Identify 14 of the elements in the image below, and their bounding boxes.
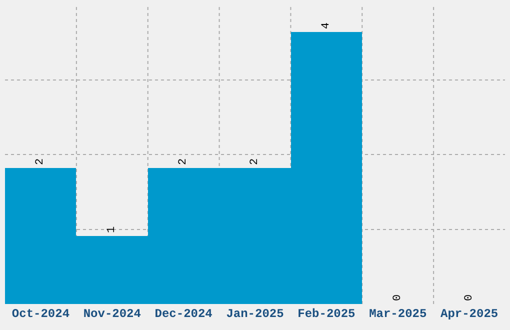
data-label: 2 <box>249 158 261 165</box>
x-tick-label: Nov-2024 <box>83 307 141 321</box>
data-label: 1 <box>106 226 118 233</box>
data-label: 0 <box>464 294 476 301</box>
x-tick-label: Oct-2024 <box>12 307 70 321</box>
data-label: 0 <box>392 294 404 301</box>
data-label: 4 <box>320 22 332 29</box>
data-label: 2 <box>34 158 46 165</box>
x-tick-label: Feb-2025 <box>298 307 356 321</box>
x-tick-label: Jan-2025 <box>226 307 284 321</box>
x-tick-label: Mar-2025 <box>369 307 427 321</box>
data-label: 2 <box>178 158 190 165</box>
x-tick-label: Apr-2025 <box>440 307 498 321</box>
x-tick-label: Dec-2024 <box>154 307 212 321</box>
